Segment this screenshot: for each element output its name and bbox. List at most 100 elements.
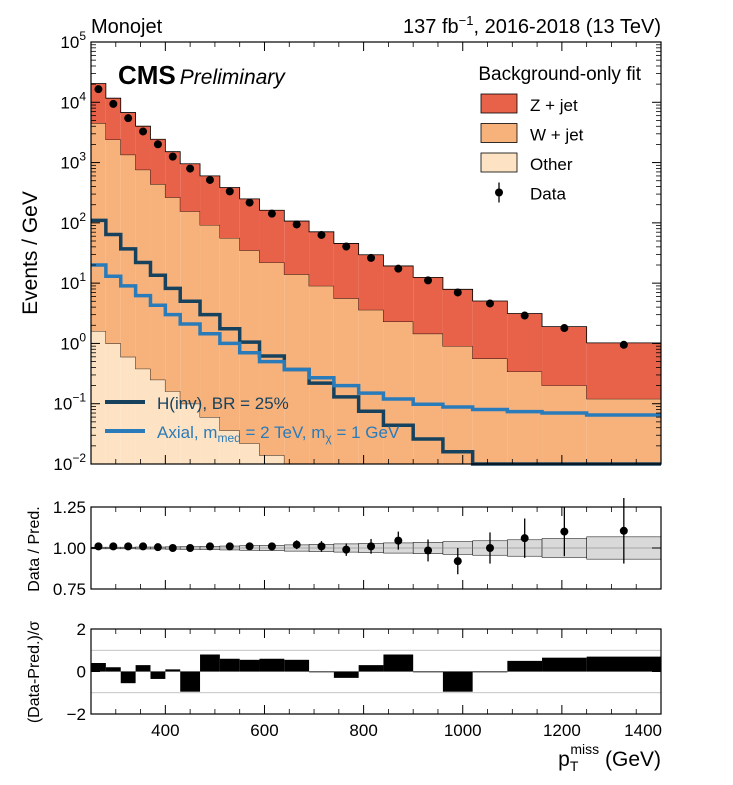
pull-y-tick-label-1: 0 (77, 663, 86, 682)
pull-bar-21 (586, 656, 661, 672)
stack-bar-z-jet-12 (309, 231, 334, 286)
data-point-10 (267, 209, 276, 218)
main-y-tick-label-0: 10−2 (53, 451, 86, 474)
stack-bar-z-jet-11 (284, 221, 310, 275)
legend: Z + jet W + jet Other Data (480, 93, 584, 204)
x-tick-label-800: 800 (349, 721, 377, 740)
stack-bar-z-jet-15 (383, 265, 414, 322)
main-frame (90, 41, 662, 465)
main-y-axis-label: Events / GeV (19, 191, 42, 315)
stack-bar-other-7 (200, 417, 220, 464)
data-point-15 (394, 264, 403, 273)
pull-bar-20 (542, 657, 587, 672)
stack-bar-w-jet-7 (200, 225, 220, 418)
ratio-y-axis: 0.75 1.00 1.25 (53, 498, 661, 599)
ratio-point-11 (292, 540, 301, 549)
ratio-point-14 (367, 542, 376, 551)
stack-outline-w-jet (91, 122, 661, 400)
channel-label: Monojet (91, 16, 163, 38)
ratio-point-10 (267, 542, 276, 551)
data-point-11 (292, 220, 301, 229)
data-point-3 (139, 127, 148, 136)
stack-bar-w-jet-9 (239, 250, 260, 444)
stack-bar-z-jet-19 (507, 313, 543, 372)
ratio-point-4 (153, 543, 162, 552)
ratio-point-9 (245, 542, 254, 551)
ratio-point-21 (619, 526, 628, 535)
data-point-2 (124, 114, 133, 123)
ratio-x-ticks (90, 507, 662, 589)
signal-legend: H(inv), BR = 25% Axial, mmed = 2 TeV, mχ… (105, 394, 400, 445)
pull-bar-1 (105, 667, 121, 672)
stack-bar-w-jet-17 (442, 346, 473, 464)
data-point-5 (168, 152, 177, 161)
stack-bar-other-0 (91, 331, 106, 464)
stack-bar-w-jet-16 (413, 333, 443, 464)
x-tick-label-600: 600 (250, 721, 278, 740)
data-point-4 (153, 140, 162, 149)
ratio-point-0 (94, 542, 103, 551)
data-point-20 (560, 324, 569, 333)
stack-bar-z-jet-13 (333, 243, 359, 299)
data-point-6 (186, 164, 195, 173)
stack-outline-z-jet (91, 83, 661, 344)
main-y-axis: 10−2 10−1 100 101 102 103 104 105 (53, 29, 661, 474)
ratio-point-8 (225, 542, 234, 551)
pull-y-tick-label-0: −2 (67, 705, 86, 724)
stack-bar-w-jet-13 (333, 298, 359, 464)
main-y-tick-label-3: 101 (60, 270, 86, 293)
pull-bar-3 (135, 665, 151, 672)
main-x-ticks (90, 42, 662, 464)
main-plot-area (91, 83, 661, 466)
lumi-suffix: , 2016-2018 (13 TeV) (473, 16, 661, 38)
stack-bar-w-jet-4 (150, 184, 166, 380)
axial-sub-med: med (217, 431, 240, 445)
pull-bar-17 (442, 671, 473, 692)
pull-bar-19 (507, 660, 543, 672)
ratio-point-12 (317, 542, 326, 551)
data-point-21 (619, 340, 628, 349)
stack-bar-z-jet-5 (165, 151, 181, 198)
data-points (94, 85, 628, 349)
data-point-1 (109, 99, 118, 108)
pull-bar-10 (259, 658, 285, 672)
lumi-label: 137 fb−1, 2016-2018 (13 TeV) (403, 13, 661, 38)
legend-swatch-other (480, 152, 518, 173)
stack-bar-other-10 (259, 455, 285, 464)
axial-sub-chi: χ (325, 431, 332, 445)
stack-bar-z-jet-10 (259, 210, 285, 263)
lumi-prefix: 137 fb (403, 16, 459, 38)
stack-bar-other-9 (239, 443, 260, 464)
pull-bar-9 (239, 659, 260, 672)
pull-bar-14 (358, 665, 384, 672)
x-tick-label-1400: 1400 (624, 721, 662, 740)
pull-plot-area (91, 649, 661, 694)
pull-x-axis: 400 600 800 1000 1200 1400 (90, 629, 662, 740)
stack-bar-w-jet-21 (586, 398, 661, 464)
legend-swatch-w-jet (480, 123, 518, 143)
data-point-19 (520, 311, 529, 320)
data-point-18 (486, 299, 494, 308)
ratio-y-axis-label: Data / Pred. (26, 506, 43, 591)
ratio-point-16 (424, 546, 433, 555)
stack-bar-z-jet-14 (358, 254, 384, 310)
data-point-17 (453, 288, 462, 297)
stack-bar-w-jet-8 (219, 238, 240, 431)
cms-logo: CMS Preliminary (118, 60, 286, 90)
pull-bar-11 (284, 659, 310, 672)
stack-bar-z-jet-20 (542, 326, 587, 386)
x-tick-label-400: 400 (151, 721, 179, 740)
ratio-point-18 (486, 544, 494, 552)
cms-logo-text: CMS (118, 60, 176, 90)
legend-title: Background-only fit (478, 64, 641, 85)
data-point-16 (424, 276, 433, 285)
legend-label-data: Data (530, 185, 566, 204)
ratio-point-15 (394, 536, 403, 545)
pull-y-tick-label-2: 2 (77, 620, 86, 639)
ratio-point-7 (205, 542, 214, 551)
signal-legend-hinv-label: H(inv), BR = 25% (157, 394, 289, 413)
legend-label-z-jet: Z + jet (530, 96, 578, 115)
ratio-plot-area (90, 497, 662, 575)
pull-y-axis-label: (Data-Pred.)/σ (26, 621, 43, 723)
